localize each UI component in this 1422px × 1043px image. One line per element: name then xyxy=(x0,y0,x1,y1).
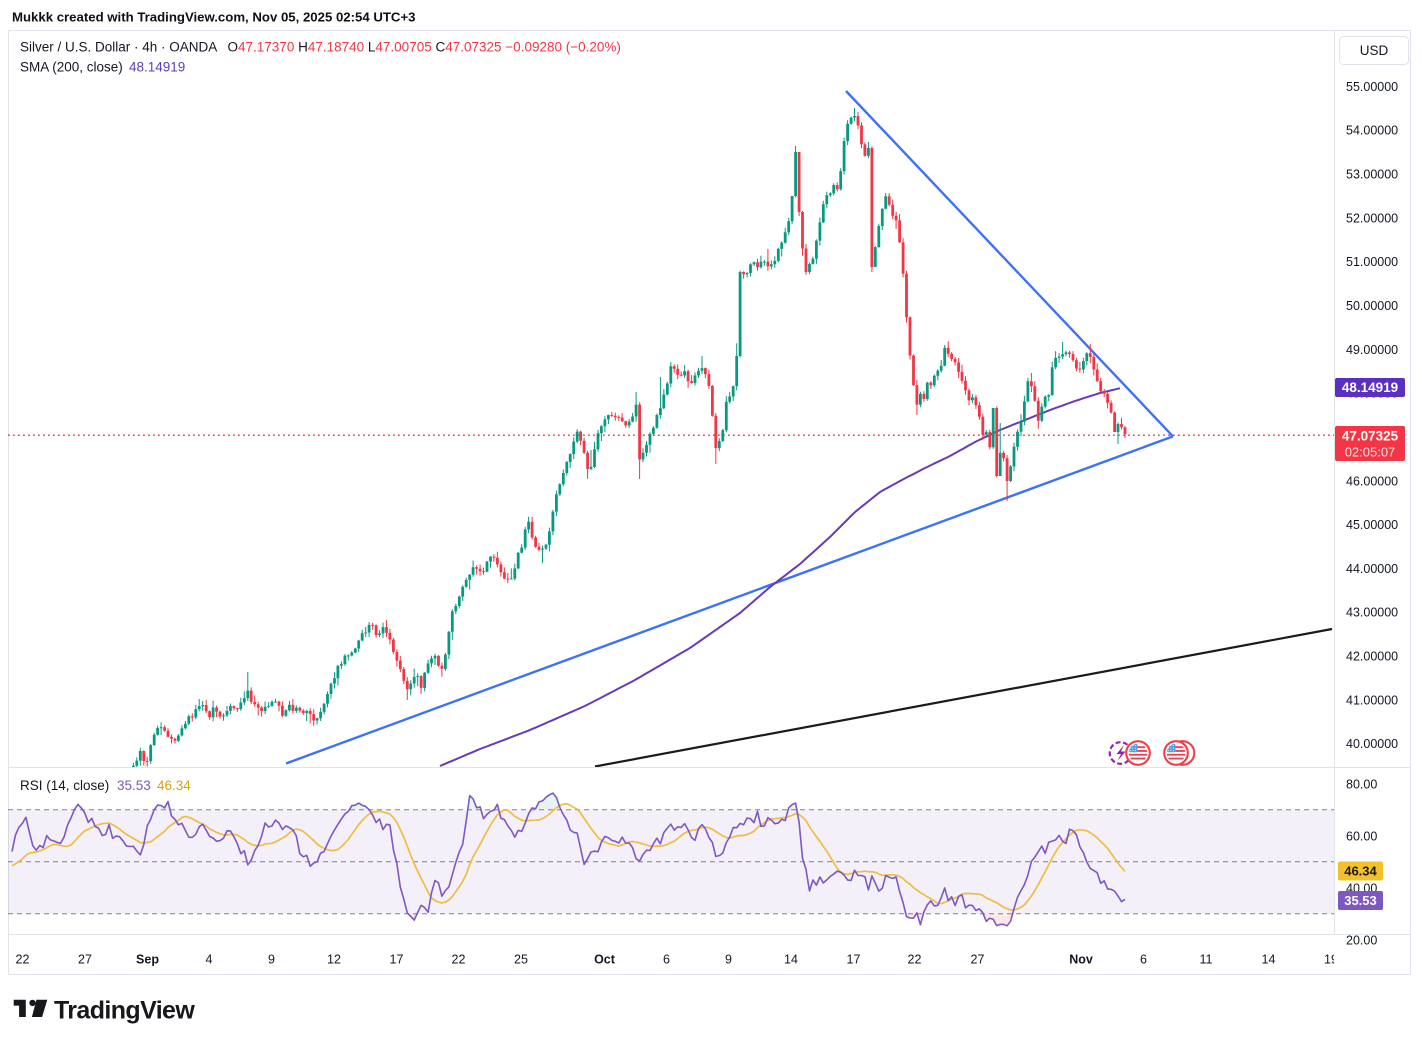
svg-text:6: 6 xyxy=(663,953,670,967)
svg-text:4: 4 xyxy=(206,953,213,967)
svg-text:Sep: Sep xyxy=(136,953,159,967)
svg-text:46.34: 46.34 xyxy=(157,778,191,793)
svg-text:52.00000: 52.00000 xyxy=(1346,211,1398,225)
svg-text:47.07325: 47.07325 xyxy=(1342,429,1399,444)
svg-text:45.00000: 45.00000 xyxy=(1346,518,1398,532)
svg-text:Mukkk created with TradingView: Mukkk created with TradingView.com, Nov … xyxy=(12,10,415,25)
svg-text:51.00000: 51.00000 xyxy=(1346,255,1398,269)
svg-text:22: 22 xyxy=(908,953,922,967)
svg-text:48.14919: 48.14919 xyxy=(1342,380,1398,395)
svg-text:9: 9 xyxy=(725,953,732,967)
svg-text:22: 22 xyxy=(452,953,466,967)
svg-text:20.00: 20.00 xyxy=(1346,933,1377,947)
svg-text:35.53: 35.53 xyxy=(117,778,151,793)
svg-text:49.00000: 49.00000 xyxy=(1346,343,1398,357)
svg-text:12: 12 xyxy=(327,953,341,967)
svg-text:46.00000: 46.00000 xyxy=(1346,474,1398,488)
svg-text:42.00000: 42.00000 xyxy=(1346,650,1398,664)
svg-text:14: 14 xyxy=(1262,953,1276,967)
svg-text:80.00: 80.00 xyxy=(1346,777,1377,791)
svg-text:43.00000: 43.00000 xyxy=(1346,606,1398,620)
svg-text:6: 6 xyxy=(1140,953,1147,967)
svg-text:25: 25 xyxy=(514,953,528,967)
svg-text:Silver / U.S. Dollar · 4h · OA: Silver / U.S. Dollar · 4h · OANDA xyxy=(20,40,217,55)
svg-text:17: 17 xyxy=(847,953,861,967)
svg-text:19: 19 xyxy=(1324,953,1338,967)
svg-text:35.53: 35.53 xyxy=(1344,893,1377,908)
svg-text:TradingView: TradingView xyxy=(54,997,195,1025)
svg-text:02:05:07: 02:05:07 xyxy=(1345,445,1396,460)
svg-text:44.00000: 44.00000 xyxy=(1346,562,1398,576)
svg-text:Nov: Nov xyxy=(1069,953,1093,967)
svg-text:53.00000: 53.00000 xyxy=(1346,168,1398,182)
svg-text:RSI (14, close): RSI (14, close) xyxy=(20,778,109,793)
svg-text:46.34: 46.34 xyxy=(1344,864,1377,879)
svg-text:50.00000: 50.00000 xyxy=(1346,299,1398,313)
svg-text:22: 22 xyxy=(16,953,30,967)
svg-text:60.00: 60.00 xyxy=(1346,829,1377,843)
svg-text:9: 9 xyxy=(268,953,275,967)
svg-text:27: 27 xyxy=(971,953,985,967)
svg-text:11: 11 xyxy=(1200,953,1213,967)
svg-text:USD: USD xyxy=(1360,43,1389,58)
svg-text:55.00000: 55.00000 xyxy=(1346,80,1398,94)
svg-text:40.00000: 40.00000 xyxy=(1346,737,1398,751)
svg-text:27: 27 xyxy=(78,953,92,967)
svg-text:SMA (200, close): SMA (200, close) xyxy=(20,60,123,75)
svg-text:14: 14 xyxy=(784,953,798,967)
svg-text:41.00000: 41.00000 xyxy=(1346,693,1398,707)
svg-text:Oct: Oct xyxy=(594,953,616,967)
svg-text:17: 17 xyxy=(390,953,404,967)
svg-text:54.00000: 54.00000 xyxy=(1346,124,1398,138)
svg-text:48.14919: 48.14919 xyxy=(129,60,185,75)
svg-text:O47.17370 H47.18740 L47.00705: O47.17370 H47.18740 L47.00705 C47.07325 … xyxy=(228,40,621,55)
